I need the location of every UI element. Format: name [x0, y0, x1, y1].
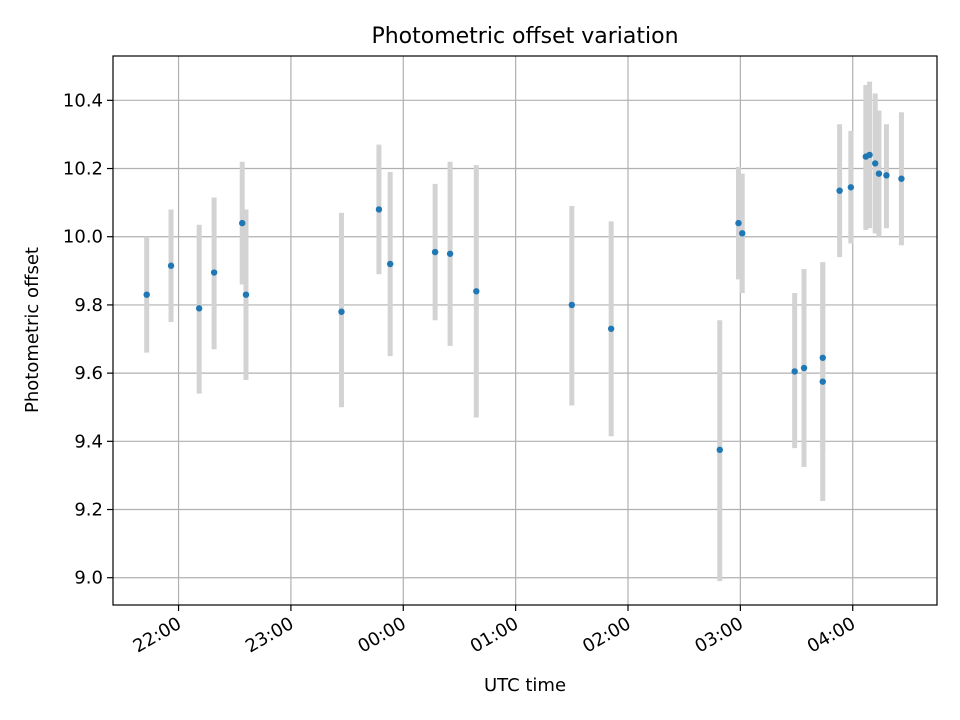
- data-point: [446, 250, 454, 257]
- data-point: [836, 187, 843, 194]
- y-tick-label: 9.0: [74, 568, 103, 589]
- data-point: [898, 175, 905, 182]
- plot-background: [113, 56, 937, 605]
- x-tick-label: 23:00: [242, 613, 297, 657]
- x-tick-label: 04:00: [804, 613, 859, 657]
- data-point: [242, 291, 250, 298]
- data-points: [143, 151, 905, 454]
- plot-frame: [112, 55, 938, 606]
- y-tick-label: 9.8: [74, 295, 103, 316]
- data-point: [847, 184, 855, 191]
- data-point: [167, 262, 175, 269]
- x-tick-label: 02:00: [579, 613, 634, 657]
- y-axis-ticks: 9.0 9.2 9.4 9.6 9.8 10.0 10.2 10.4: [63, 90, 113, 589]
- data-point: [386, 260, 394, 268]
- data-point: [866, 151, 873, 159]
- data-point: [791, 368, 798, 375]
- data-point: [195, 305, 203, 312]
- data-point: [819, 354, 826, 361]
- y-tick-label: 10.4: [63, 90, 103, 111]
- y-tick-label: 9.6: [74, 363, 103, 384]
- data-point: [875, 170, 883, 177]
- x-axis-label: UTC time: [484, 675, 566, 696]
- y-tick-label: 10.2: [63, 159, 103, 180]
- x-tick-label: 03:00: [691, 613, 746, 657]
- chart-title: Photometric offset variation: [371, 24, 678, 49]
- y-tick-label: 10.0: [63, 227, 103, 248]
- data-point: [739, 230, 746, 237]
- data-point: [375, 206, 383, 213]
- data-point: [883, 172, 890, 179]
- data-point: [607, 325, 615, 332]
- y-tick-label: 9.2: [74, 500, 103, 521]
- x-tick-label: 00:00: [354, 613, 409, 657]
- y-tick-label: 9.4: [74, 431, 103, 452]
- data-point: [568, 301, 576, 309]
- data-point: [143, 291, 150, 298]
- grid-lines: [113, 56, 937, 605]
- data-point: [473, 288, 480, 295]
- data-point: [735, 219, 742, 227]
- data-point: [338, 308, 345, 315]
- data-point: [239, 219, 246, 227]
- data-point: [716, 446, 723, 454]
- x-tick-label: 22:00: [130, 613, 185, 657]
- x-tick-label: 01:00: [467, 613, 522, 657]
- x-axis-ticks: 22:00 23:00 00:00 01:00 02:00 03:00 04:00: [130, 605, 859, 657]
- y-axis-label: Photometric offset: [22, 247, 43, 413]
- data-point: [210, 269, 218, 276]
- data-point: [872, 160, 879, 167]
- data-point: [431, 248, 439, 256]
- data-point: [819, 378, 826, 385]
- data-point: [800, 364, 808, 372]
